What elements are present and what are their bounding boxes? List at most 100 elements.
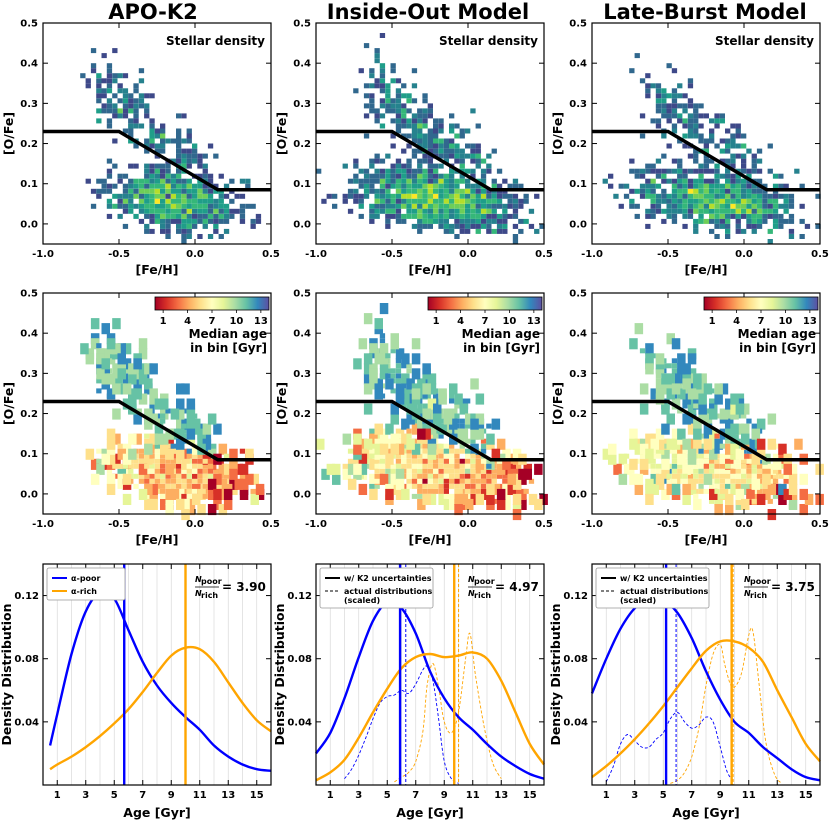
heat-cell bbox=[117, 83, 123, 89]
heat-cell bbox=[149, 433, 158, 445]
heat-cell bbox=[443, 178, 449, 184]
heat-cell bbox=[703, 218, 709, 224]
heat-cell bbox=[746, 473, 752, 479]
heat-cell bbox=[138, 183, 145, 189]
heat-cell bbox=[406, 378, 415, 390]
heat-cell bbox=[106, 158, 113, 164]
heat-cell bbox=[122, 193, 129, 199]
heat-cell bbox=[117, 98, 123, 104]
heat-cell bbox=[502, 458, 511, 470]
heat-cell bbox=[433, 183, 439, 189]
y-tick-label: 0.5 bbox=[20, 19, 38, 30]
heat-cell bbox=[202, 458, 208, 464]
heat-cell bbox=[443, 153, 449, 159]
heat-cell bbox=[799, 218, 805, 224]
heat-cell bbox=[507, 193, 513, 199]
density-pixels bbox=[316, 33, 545, 244]
heat-cell bbox=[427, 188, 433, 194]
heat-cell bbox=[449, 123, 455, 129]
heat-cell bbox=[687, 123, 694, 129]
heat-cell bbox=[465, 453, 471, 459]
heat-cell bbox=[122, 208, 129, 214]
heat-cell bbox=[144, 443, 153, 455]
heat-cell bbox=[160, 443, 169, 455]
heat-cell bbox=[486, 468, 492, 474]
heat-cell bbox=[698, 473, 704, 479]
heat-cell bbox=[369, 488, 378, 500]
heat-cell bbox=[186, 398, 196, 410]
heat-cell bbox=[433, 433, 439, 439]
heat-cell bbox=[213, 183, 219, 189]
heat-cell bbox=[788, 228, 795, 234]
heat-cell bbox=[772, 453, 779, 459]
heat-cell bbox=[661, 403, 670, 415]
heat-cell bbox=[176, 218, 182, 224]
heat-cell bbox=[186, 453, 192, 459]
heat-cell bbox=[406, 208, 412, 214]
heat-cell bbox=[406, 98, 412, 104]
heat-cell bbox=[480, 173, 487, 179]
heat-cell bbox=[96, 343, 102, 349]
heat-cell bbox=[661, 448, 670, 460]
heat-cell bbox=[422, 483, 428, 489]
heat-cell bbox=[677, 83, 683, 89]
heat-cell bbox=[438, 118, 444, 124]
y-tick-label: 0.04 bbox=[563, 717, 588, 728]
x-tick-label: 9 bbox=[441, 790, 448, 801]
heat-cell bbox=[687, 128, 694, 134]
heat-cell bbox=[353, 163, 359, 169]
heat-cell bbox=[229, 448, 238, 460]
heat-cell bbox=[406, 433, 412, 439]
heat-cell bbox=[181, 458, 190, 470]
heat-cell bbox=[438, 203, 444, 209]
heat-cell bbox=[459, 473, 465, 479]
heat-cell bbox=[192, 423, 201, 435]
heat-cell bbox=[374, 423, 383, 435]
heat-cell bbox=[207, 473, 214, 479]
heat-cell bbox=[677, 193, 683, 199]
heat-cell bbox=[186, 158, 192, 164]
heat-cell bbox=[149, 173, 155, 179]
heat-cell bbox=[122, 473, 132, 485]
heat-cell bbox=[677, 353, 686, 365]
heat-cell bbox=[96, 378, 102, 384]
heat-cell bbox=[449, 478, 455, 484]
heat-cell bbox=[746, 188, 752, 194]
heat-cell bbox=[756, 223, 763, 229]
heat-cell bbox=[138, 363, 148, 375]
x-tick-label: 11 bbox=[466, 790, 480, 801]
heat-cell bbox=[639, 188, 646, 194]
heat-cell bbox=[433, 193, 439, 199]
y-tick-label: 0.08 bbox=[287, 654, 312, 665]
heat-cell bbox=[634, 213, 640, 219]
heat-cell bbox=[154, 173, 160, 179]
heat-cell bbox=[395, 458, 402, 464]
legend-label-actual: actual distributions bbox=[344, 587, 433, 596]
heat-cell bbox=[730, 463, 736, 469]
heat-cell bbox=[507, 203, 513, 209]
heat-cell bbox=[422, 98, 428, 104]
heat-cell bbox=[106, 183, 113, 189]
heat-cell bbox=[422, 408, 431, 420]
heat-cell bbox=[666, 388, 675, 400]
heat-cell bbox=[671, 203, 678, 209]
heat-cell bbox=[181, 218, 187, 224]
heat-cell bbox=[133, 483, 139, 489]
heat-cell bbox=[96, 73, 102, 79]
heat-cell bbox=[379, 78, 386, 84]
heat-cell bbox=[639, 113, 646, 119]
heat-cell bbox=[176, 408, 185, 420]
heat-cell bbox=[379, 303, 389, 315]
heat-cell bbox=[192, 443, 201, 455]
heat-cell bbox=[645, 363, 654, 375]
heat-cell bbox=[677, 158, 683, 164]
heat-cell bbox=[608, 443, 617, 455]
y-tick-label: 0.12 bbox=[14, 591, 39, 602]
heat-cell bbox=[730, 143, 736, 149]
heat-cell bbox=[390, 413, 399, 425]
heat-cell bbox=[149, 218, 155, 224]
heat-cell bbox=[112, 463, 118, 469]
heat-cell bbox=[725, 443, 734, 455]
heat-cell bbox=[735, 483, 741, 489]
heat-cell bbox=[181, 493, 187, 499]
